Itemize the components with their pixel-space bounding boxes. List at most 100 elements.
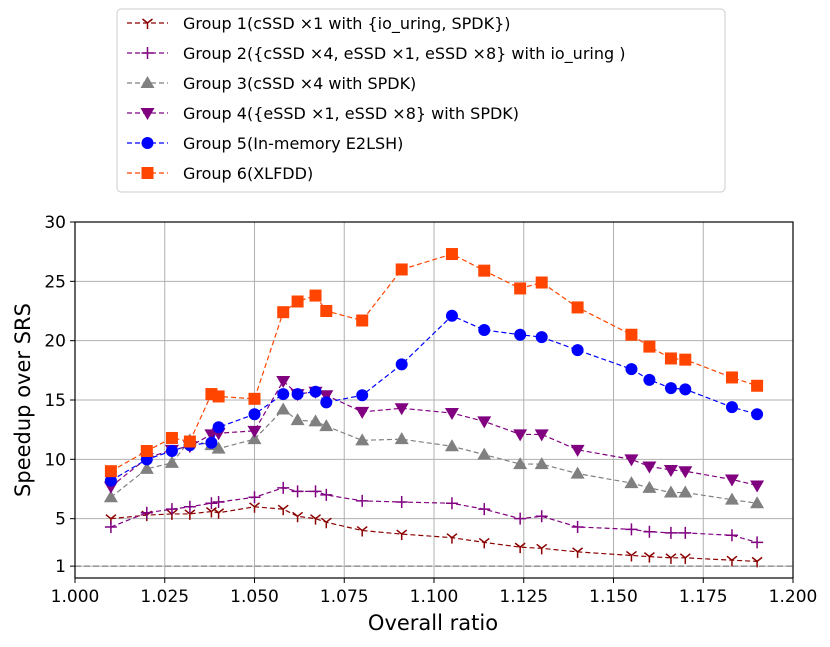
data-point (643, 525, 656, 538)
legend-entry: Group 2({cSSD ×4, eSSD ×1, eSSD ×8} with… (127, 44, 625, 64)
series-6 (104, 248, 764, 478)
data-point (750, 496, 765, 509)
data-point (571, 344, 584, 357)
x-tick-label: 1.050 (230, 587, 279, 607)
data-point (624, 476, 639, 489)
data-point (141, 47, 154, 59)
legend-label: Group 1(cSSD ×1 with {io_uring, SPDK}) (183, 14, 511, 34)
data-point (514, 542, 526, 554)
data-point (139, 461, 154, 474)
data-point (534, 429, 549, 442)
data-point (625, 328, 638, 341)
data-point (679, 383, 692, 396)
legend-label: Group 6(XLFDD) (183, 164, 313, 183)
data-point (678, 485, 693, 498)
legend-label: Group 4({eSSD ×1, eSSD ×8} with SPDK) (183, 104, 519, 123)
data-point (625, 550, 637, 562)
x-tick-label: 1.000 (51, 587, 100, 607)
data-point (249, 502, 260, 513)
data-point (514, 512, 527, 525)
data-point (643, 340, 656, 353)
series-3 (103, 402, 765, 509)
data-point (140, 76, 155, 88)
data-point (664, 352, 677, 365)
series-line (110, 408, 758, 504)
data-point (571, 520, 584, 533)
data-point (514, 282, 527, 295)
data-point (513, 429, 528, 442)
data-point (624, 454, 639, 467)
data-point (320, 305, 333, 317)
data-point (141, 167, 154, 179)
data-point (141, 137, 154, 149)
data-point (751, 408, 764, 421)
legend-box (116, 8, 726, 193)
x-tick-label: 1.125 (499, 587, 548, 607)
data-point (291, 388, 304, 401)
data-point (679, 526, 692, 539)
data-point (165, 445, 178, 458)
data-point (247, 425, 262, 438)
data-point (356, 525, 368, 537)
data-point (276, 402, 291, 415)
data-point (478, 264, 491, 277)
data-point (643, 373, 656, 386)
x-axis-label: Overall ratio (368, 611, 498, 635)
data-point (247, 432, 262, 445)
data-point (213, 508, 225, 519)
y-tick-label: 5 (55, 510, 66, 530)
data-point (212, 421, 225, 434)
data-point (664, 526, 677, 539)
data-point (663, 465, 678, 478)
data-point (642, 461, 657, 474)
series-2 (104, 481, 764, 549)
x-axis-ticks: 1.000 1.025 1.050 1.075 1.100 1.125 1.150 1.175… (51, 578, 818, 607)
data-point (277, 388, 290, 401)
data-point (205, 436, 218, 449)
data-point (536, 543, 548, 555)
data-point (477, 447, 492, 460)
data-point (664, 382, 677, 395)
data-point (291, 295, 304, 308)
data-point (513, 457, 528, 470)
data-point (725, 371, 738, 384)
x-tick-label: 1.175 (679, 587, 728, 607)
data-point (514, 328, 527, 341)
data-point (308, 414, 323, 427)
x-tick-label: 1.025 (140, 587, 189, 607)
data-point (320, 488, 333, 501)
data-point (164, 455, 179, 468)
data-point (205, 497, 218, 510)
data-point (535, 331, 548, 344)
series-group (103, 248, 765, 568)
data-point (320, 517, 332, 529)
data-point (396, 529, 408, 541)
data-point (724, 474, 739, 487)
data-point (211, 441, 226, 454)
data-point (355, 433, 370, 446)
data-point (212, 390, 225, 403)
data-point (291, 485, 304, 498)
data-point (642, 480, 657, 493)
data-point (248, 491, 261, 504)
data-point (478, 323, 491, 336)
data-point (277, 504, 289, 516)
data-point (444, 439, 459, 452)
data-point (535, 510, 548, 523)
data-point (478, 537, 490, 549)
data-point (277, 306, 290, 319)
data-point (665, 553, 677, 564)
data-point (572, 547, 584, 558)
x-tick-label: 1.200 (769, 587, 818, 607)
data-point (534, 457, 549, 470)
data-point (570, 444, 585, 457)
x-tick-label: 1.150 (589, 587, 638, 607)
data-point (183, 500, 196, 513)
data-point (309, 485, 322, 498)
data-point (319, 419, 334, 432)
data-point (394, 432, 409, 445)
x-tick-label: 1.100 (410, 587, 459, 607)
data-point (679, 353, 692, 366)
data-point (478, 503, 491, 516)
data-point (319, 390, 334, 403)
